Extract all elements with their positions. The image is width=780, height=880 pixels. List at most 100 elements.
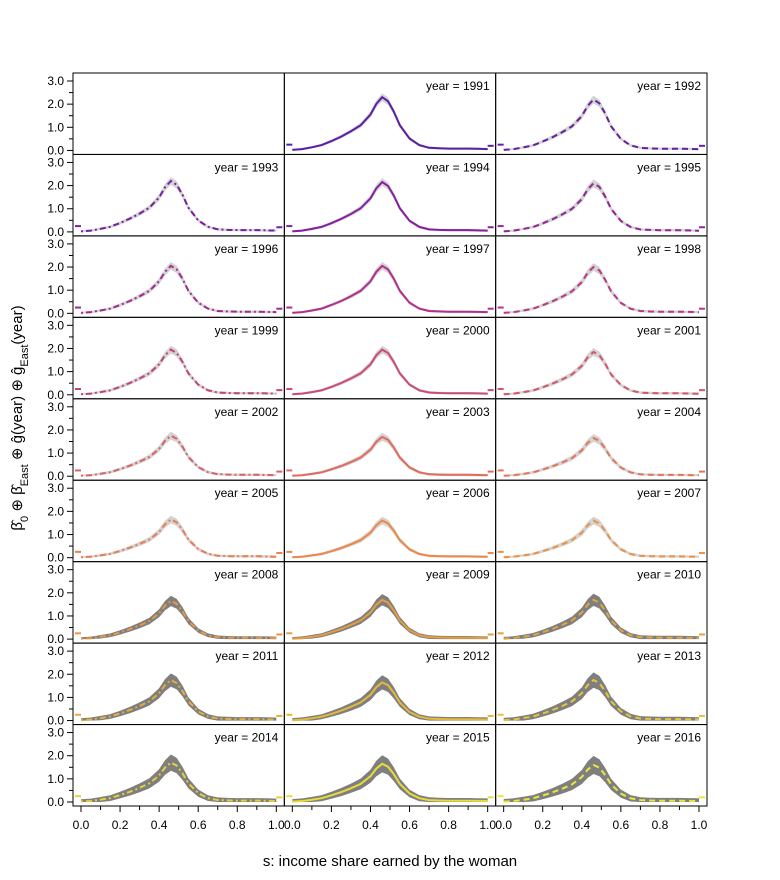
x-tick-label: 0.2 <box>534 818 551 832</box>
y-tick-label: 3.0 <box>47 237 64 251</box>
panel-label: year = 1994 <box>426 160 490 174</box>
panel-1995: year = 1995 <box>495 153 708 237</box>
y-tick-label: 1.0 <box>47 365 64 379</box>
confidence-band <box>81 673 277 721</box>
x-tick-label: 0.8 <box>440 818 457 832</box>
confidence-band <box>292 755 488 802</box>
confidence-band <box>292 262 488 314</box>
density-line <box>503 436 700 477</box>
x-tick-label: 0.4 <box>362 818 379 832</box>
density-line <box>503 598 700 640</box>
panel-2011: year = 2011 <box>72 642 285 726</box>
confidence-band <box>292 93 488 151</box>
x-tick-label: 1.0 <box>691 818 708 832</box>
confidence-band <box>503 434 699 477</box>
y-axis-ticks: 0.01.02.03.00.01.02.03.00.01.02.03.00.01… <box>47 74 73 809</box>
density-line <box>80 518 277 559</box>
y-tick-label: 3.0 <box>47 481 64 495</box>
panel-2001: year = 2001 <box>495 316 708 400</box>
panel-label: year = 2008 <box>215 568 279 582</box>
y-tick-label: 1.0 <box>47 446 64 460</box>
y-tick-label: 1.0 <box>47 609 64 623</box>
density-line <box>292 180 488 233</box>
panel-2014: year = 2014 <box>72 724 285 807</box>
density-line <box>80 179 277 233</box>
y-tick-label: 3.0 <box>47 318 64 332</box>
panel-2006: year = 2006 <box>283 479 497 563</box>
panel-label: year = 2007 <box>637 486 701 500</box>
x-tick-label: 0.0 <box>495 818 512 832</box>
panel-empty <box>72 72 285 155</box>
confidence-band <box>503 348 699 395</box>
panel-2013: year = 2013 <box>495 642 708 726</box>
y-tick-label: 3.0 <box>47 726 64 740</box>
y-axis-title: β̂0 ⊕ β̂East ⊕ ĝ(year) ⊕ ĝEast(year) <box>9 305 31 530</box>
density-line <box>503 182 700 233</box>
panel-label: year = 2014 <box>215 731 279 745</box>
panel-label: year = 2000 <box>426 323 490 337</box>
confidence-band <box>503 516 699 558</box>
y-tick-label: 0.0 <box>47 469 64 483</box>
y-tick-label: 0.0 <box>47 388 64 402</box>
y-tick-label: 1.0 <box>47 528 64 542</box>
panel-label: year = 2012 <box>426 649 490 663</box>
confidence-band <box>292 675 488 721</box>
x-tick-label: 0.6 <box>613 818 630 832</box>
x-tick-label: 0.2 <box>323 818 340 832</box>
panel-label: year = 2010 <box>637 568 701 582</box>
y-tick-label: 0.0 <box>47 225 64 239</box>
y-tick-label: 1.0 <box>47 772 64 786</box>
panel-2004: year = 2004 <box>495 398 708 481</box>
panel-2005: year = 2005 <box>72 479 285 563</box>
y-tick-label: 1.0 <box>47 283 64 297</box>
panel-1991: year = 1991 <box>283 72 497 155</box>
panel-label: year = 2003 <box>426 405 490 419</box>
density-line <box>80 264 277 314</box>
panel-frame <box>72 72 285 155</box>
panel-1992: year = 1992 <box>495 72 708 155</box>
panel-1993: year = 1993 <box>72 153 285 237</box>
y-tick-label: 2.0 <box>47 423 64 437</box>
panel-2002: year = 2002 <box>72 398 285 481</box>
panel-label: year = 2011 <box>216 649 279 663</box>
density-line <box>503 519 700 559</box>
y-tick-label: 2.0 <box>47 260 64 274</box>
density-line <box>292 762 488 803</box>
confidence-band <box>503 179 699 232</box>
y-tick-label: 1.0 <box>47 120 64 134</box>
confidence-band <box>503 263 699 314</box>
density-line <box>80 434 277 477</box>
y-tick-label: 0.0 <box>47 551 64 565</box>
panel-label: year = 1998 <box>637 242 701 256</box>
confidence-band <box>81 262 277 314</box>
confidence-band <box>292 594 488 640</box>
panel-2007: year = 2007 <box>495 479 708 563</box>
y-tick-label: 2.0 <box>47 667 64 681</box>
panel-2008: year = 2008 <box>72 561 285 644</box>
panel-label: year = 1992 <box>637 79 701 93</box>
y-tick-label: 3.0 <box>47 644 64 658</box>
y-tick-label: 2.0 <box>47 504 64 518</box>
x-tick-label: 0.2 <box>112 818 129 832</box>
panel-2016: year = 2016 <box>495 724 708 807</box>
panel-label: year = 1993 <box>215 160 279 174</box>
density-line <box>503 265 700 314</box>
x-tick-label: 0.8 <box>652 818 669 832</box>
panel-2003: year = 2003 <box>283 398 497 481</box>
density-line <box>292 264 488 314</box>
x-tick-label: 0.6 <box>401 818 418 832</box>
panel-label: year = 2013 <box>637 649 701 663</box>
panel-label: year = 1991 <box>426 79 490 93</box>
density-line <box>292 435 488 477</box>
panel-label: year = 2005 <box>215 486 279 500</box>
confidence-band <box>292 345 488 395</box>
panel-1999: year = 1999 <box>72 316 285 400</box>
confidence-band <box>503 593 699 640</box>
confidence-band <box>81 515 277 558</box>
panel-1996: year = 1996 <box>72 235 285 318</box>
panel-grid: year = 1991 year = 1992 year = 1993 year = … <box>72 72 708 807</box>
confidence-band <box>292 516 488 558</box>
panel-1997: year = 1997 <box>283 235 497 318</box>
panel-label: year = 2016 <box>637 731 701 745</box>
